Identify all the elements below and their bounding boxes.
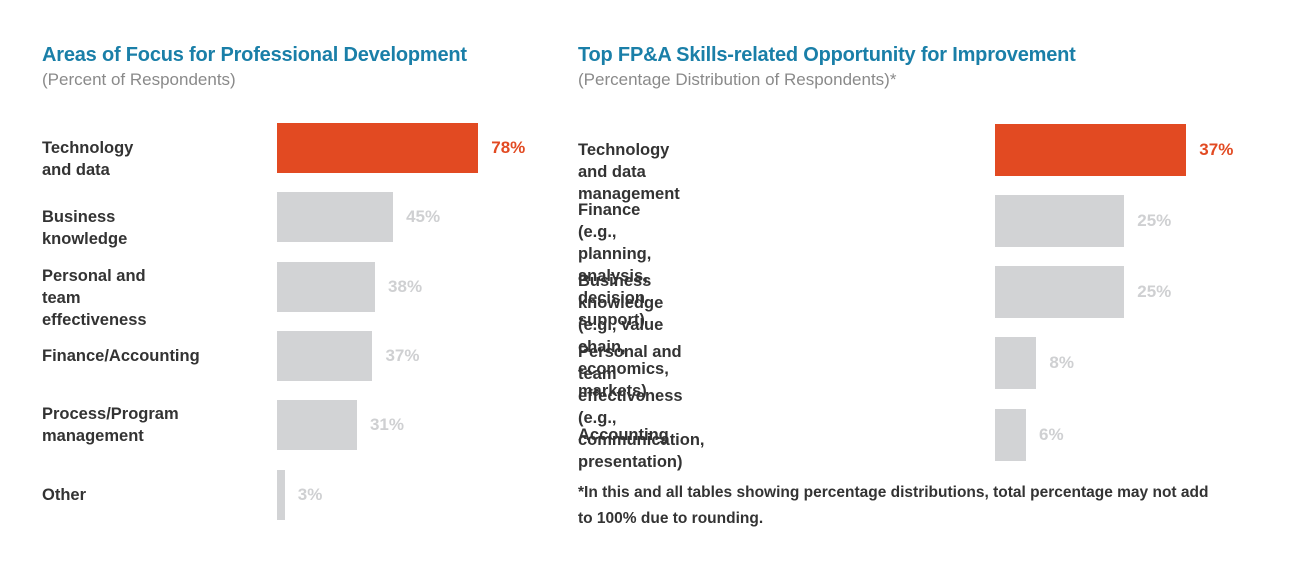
chart-left-value-label: 3% [297, 485, 323, 504]
chart-right-category-label: Personal and team effectiveness (e.g., c… [578, 343, 705, 471]
chart-right-bar [995, 124, 1187, 176]
chart-left-subtitle: (Percent of Respondents) [42, 70, 236, 89]
chart-right-footnote: *In this and all tables showing percenta… [578, 484, 1209, 527]
chart-right-value-label: 25% [1137, 211, 1172, 230]
chart-left-bar [277, 400, 357, 450]
chart-left-category-label: Finance/Accounting [42, 347, 200, 365]
chart-right-title: Top FP&A Skills-related Opportunity for … [578, 44, 1076, 66]
chart-right-value-label: 8% [1049, 353, 1074, 372]
chart-left-value-label: 78% [491, 138, 526, 157]
chart-left-bar [277, 470, 285, 520]
chart-right-category-label: Business knowledge (e.g., value chain, e… [578, 272, 669, 400]
chart-left-category-label: Other [42, 486, 87, 504]
chart-right-category-label: Accounting [578, 426, 669, 444]
chart-left-category-label: Business knowledge [42, 208, 128, 248]
chart-right-value-label: 25% [1137, 282, 1172, 301]
chart-right-bar [995, 409, 1027, 461]
chart-left-value-label: 38% [388, 277, 423, 296]
chart-left-category-label: Process/Program management [42, 405, 179, 445]
chart-right-bar [995, 195, 1125, 247]
chart-left-value-label: 45% [406, 207, 441, 226]
chart-left-title: Areas of Focus for Professional Developm… [42, 44, 467, 66]
chart-right-category-label: Finance (e.g., planning, analysis, decis… [578, 201, 652, 329]
chart-right-subtitle: (Percentage Distribution of Respondents)… [578, 70, 897, 89]
chart-left: Areas of Focus for Professional Developm… [0, 0, 560, 577]
chart-right-value-label: 6% [1039, 425, 1064, 444]
chart-left-value-label: 37% [385, 346, 420, 365]
chart-left-bar [277, 192, 394, 242]
chart-left-value-label: 31% [369, 415, 404, 434]
chart-left-category-label: Personal and team effectiveness [42, 267, 147, 329]
chart-left-bar [277, 262, 376, 312]
chart-right-bar [995, 337, 1037, 389]
chart-left-category-label: Technology and data [42, 139, 134, 179]
chart-right-bar [995, 266, 1125, 318]
chart-right-value-label: 37% [1199, 140, 1234, 159]
chart-left-bar [277, 331, 373, 381]
chart-right: Top FP&A Skills-related Opportunity for … [560, 0, 1289, 577]
chart-right-category-label: Technology and data management [578, 141, 680, 203]
chart-left-bar [277, 123, 479, 173]
